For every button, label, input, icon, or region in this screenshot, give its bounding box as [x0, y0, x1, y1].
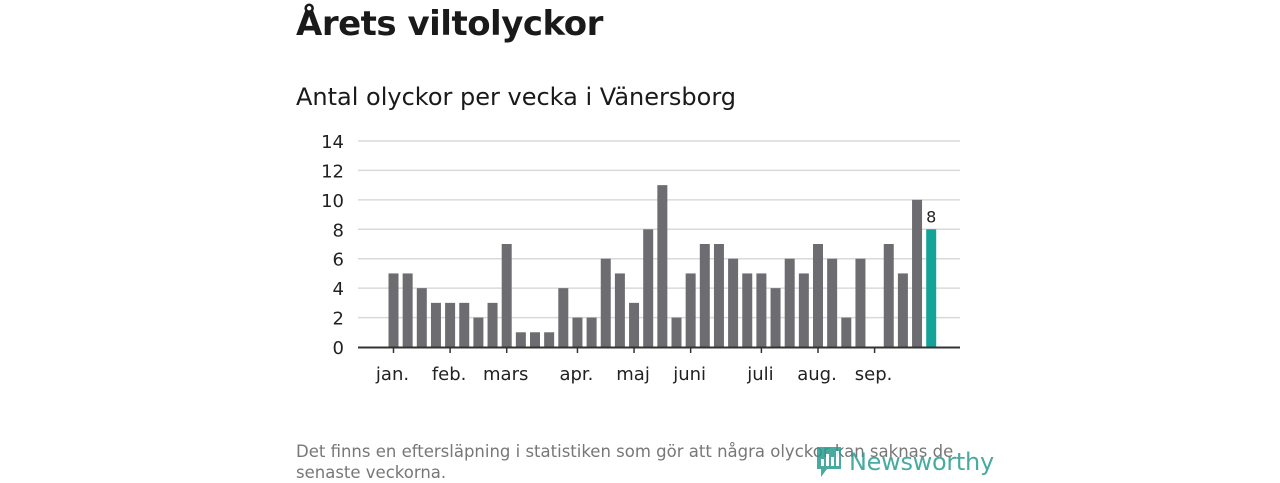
newsworthy-logo: Newsworthy	[815, 445, 994, 479]
bar	[388, 273, 399, 347]
y-tick-label: 0	[333, 338, 344, 359]
y-tick-label: 14	[321, 132, 344, 153]
bar	[685, 273, 696, 347]
x-tick-label: apr.	[559, 364, 593, 385]
x-tick-label: sep.	[855, 364, 893, 385]
bar	[459, 302, 470, 347]
bar	[530, 332, 540, 347]
chart-subtitle: Antal olyckor per vecka i Vänersborg	[296, 83, 736, 111]
bar	[770, 288, 781, 347]
x-tick-label: juli	[746, 364, 773, 385]
x-axis-ticks: jan. feb. mars apr. maj juni juli aug. sep.	[375, 347, 892, 385]
x-tick-label: mars	[483, 364, 528, 385]
bar	[558, 288, 569, 347]
bar	[699, 244, 710, 347]
bar	[897, 273, 908, 347]
y-axis-ticks: 0 2 4 6 8 10 12 14	[321, 132, 344, 359]
bar	[600, 258, 611, 347]
bar	[671, 317, 682, 347]
bar	[586, 317, 597, 347]
bar	[416, 288, 427, 347]
bar	[827, 258, 838, 347]
y-tick-label: 8	[333, 220, 344, 241]
bar	[855, 258, 866, 347]
bars: 8	[388, 185, 937, 347]
x-tick-label: juni	[672, 364, 706, 385]
y-tick-label: 6	[333, 250, 344, 271]
bar	[487, 302, 498, 347]
x-tick-label: jan.	[375, 364, 409, 385]
footnote: Det finns en eftersläpning i statistiken…	[296, 442, 954, 482]
y-tick-label: 4	[333, 279, 344, 300]
bar	[614, 273, 625, 347]
bar	[473, 317, 484, 347]
bar	[912, 199, 923, 347]
newsworthy-logo-icon	[817, 447, 841, 477]
bar	[742, 273, 753, 347]
bar	[629, 302, 640, 347]
bar	[402, 273, 413, 347]
bar	[430, 302, 441, 347]
x-tick-label: maj	[616, 364, 650, 385]
bar	[501, 244, 512, 347]
bar	[643, 229, 654, 347]
bar	[713, 244, 724, 347]
bar	[572, 317, 583, 347]
y-tick-label: 12	[321, 161, 344, 182]
bar	[841, 317, 852, 347]
bar	[445, 302, 456, 347]
x-tick-label: aug.	[797, 364, 837, 385]
logo-text: Newsworthy	[849, 448, 994, 476]
bar	[798, 273, 809, 347]
bar	[784, 258, 795, 347]
y-tick-label: 10	[321, 191, 344, 212]
bar	[883, 244, 894, 347]
bar	[544, 332, 555, 347]
bar-highlighted	[926, 229, 937, 347]
x-tick-label: feb.	[432, 364, 467, 385]
bar	[728, 258, 739, 347]
bar	[515, 332, 526, 347]
y-tick-label: 2	[333, 309, 344, 330]
data-label: 8	[926, 207, 936, 226]
bar	[657, 185, 668, 347]
bar	[813, 244, 823, 347]
chart-title: Årets viltolyckor	[296, 4, 603, 44]
bar	[756, 273, 767, 347]
